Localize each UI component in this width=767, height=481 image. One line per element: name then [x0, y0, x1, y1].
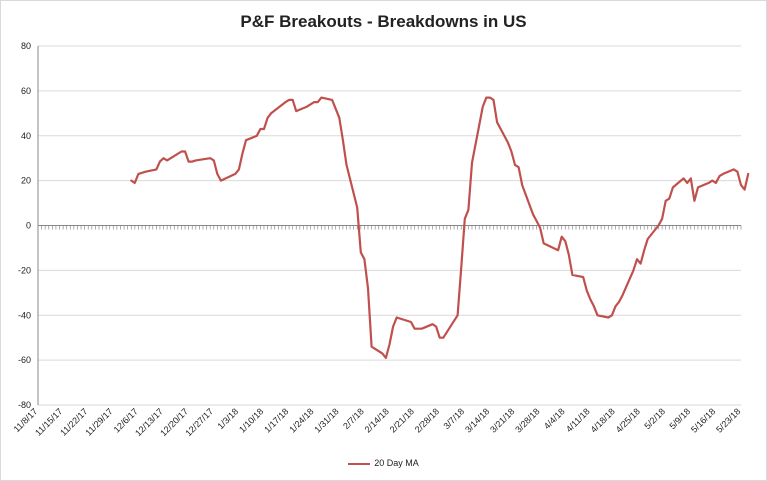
legend-swatch — [348, 462, 371, 465]
x-tick-label: 1/24/18 — [287, 406, 315, 434]
x-tick-label: 2/14/18 — [363, 406, 391, 434]
gridlines — [38, 45, 741, 406]
x-tick-label: 1/10/18 — [237, 406, 265, 434]
x-tick-label: 5/16/18 — [689, 406, 717, 434]
legend-label: 20 Day MA — [374, 458, 419, 468]
series-layer — [130, 96, 750, 359]
y-axis-tick-labels: 80 60 40 20 0 -20 -40 -60 -80 — [18, 41, 31, 410]
y-tick-label: 60 — [21, 86, 31, 96]
axes — [37, 46, 742, 405]
y-tick-label: -80 — [18, 400, 31, 410]
x-tick-label: 11/29/17 — [83, 406, 114, 437]
x-tick-label: 5/2/18 — [642, 406, 667, 431]
legend: 20 Day MA — [0, 458, 767, 468]
x-tick-label: 3/21/18 — [488, 406, 516, 434]
x-tick-label: 1/31/18 — [312, 406, 340, 434]
x-tick-label: 5/23/18 — [714, 406, 742, 434]
x-tick-label: 4/18/18 — [589, 406, 617, 434]
x-tick-label: 2/21/18 — [388, 406, 416, 434]
x-tick-label: 3/14/18 — [463, 406, 491, 434]
x-tick-label: 2/28/18 — [413, 406, 441, 434]
x-tick-label: 4/25/18 — [614, 406, 642, 434]
x-axis-tick-labels: 11/8/1711/15/1711/22/1711/29/1712/6/1712… — [12, 406, 743, 438]
y-tick-label: -20 — [18, 265, 31, 275]
x-tick-label: 3/28/18 — [513, 406, 541, 434]
y-tick-label: -60 — [18, 355, 31, 365]
y-tick-label: 20 — [21, 176, 31, 186]
y-tick-label: 0 — [26, 221, 31, 231]
chart-title: P&F Breakouts - Breakdowns in US — [240, 12, 527, 31]
y-tick-label: -40 — [18, 310, 31, 320]
x-tick-label: 12/27/17 — [183, 406, 215, 438]
x-tick-label: 1/17/18 — [262, 406, 290, 434]
y-tick-label: 80 — [21, 41, 31, 51]
x-tick-label: 4/11/18 — [564, 406, 592, 434]
series-line-20-day-ma — [130, 96, 750, 359]
y-tick-label: 40 — [21, 131, 31, 141]
